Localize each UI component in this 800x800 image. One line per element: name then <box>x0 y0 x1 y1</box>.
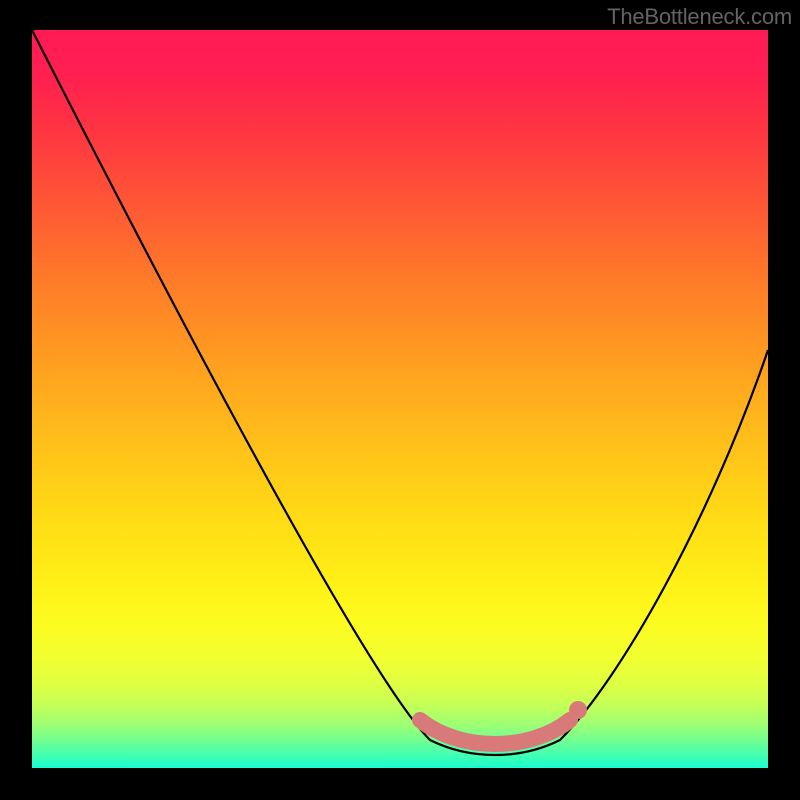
bottleneck-chart <box>0 0 800 800</box>
optimal-range-dot <box>569 701 587 719</box>
plot-background <box>32 30 768 768</box>
chart-container: TheBottleneck.com <box>0 0 800 800</box>
watermark-text: TheBottleneck.com <box>607 4 792 30</box>
